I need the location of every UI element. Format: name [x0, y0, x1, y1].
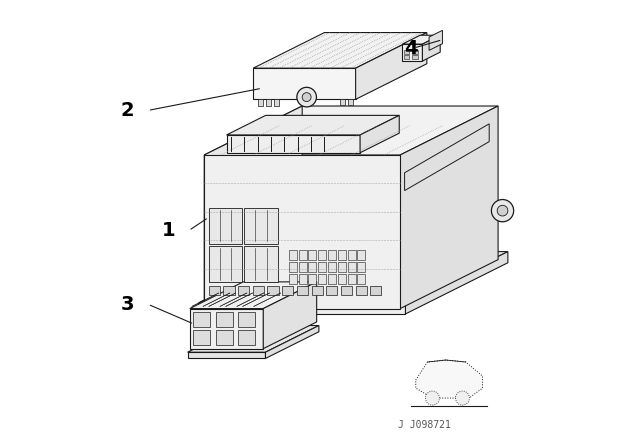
Bar — [193, 312, 211, 327]
Bar — [274, 99, 279, 106]
Bar — [216, 312, 232, 327]
Bar — [244, 208, 278, 244]
Bar — [318, 250, 326, 260]
Bar — [223, 286, 234, 295]
Bar — [318, 274, 326, 284]
Text: 1: 1 — [162, 221, 175, 240]
Polygon shape — [416, 360, 483, 398]
Bar — [244, 246, 278, 282]
Bar — [326, 286, 337, 295]
Bar — [209, 208, 242, 244]
Text: 3: 3 — [121, 295, 134, 314]
Polygon shape — [188, 326, 319, 352]
Bar — [357, 262, 365, 272]
Text: 2: 2 — [121, 101, 134, 120]
Circle shape — [302, 93, 311, 102]
Bar — [297, 286, 308, 295]
Bar — [209, 246, 242, 282]
Bar — [348, 250, 356, 260]
Polygon shape — [356, 33, 427, 99]
Bar — [340, 99, 346, 105]
Bar — [289, 274, 297, 284]
Polygon shape — [253, 33, 427, 68]
Polygon shape — [360, 116, 399, 153]
Bar — [193, 330, 211, 345]
Bar — [357, 250, 365, 260]
Polygon shape — [227, 135, 360, 153]
Polygon shape — [404, 124, 489, 190]
Bar — [268, 286, 278, 295]
Bar — [299, 262, 307, 272]
Bar — [216, 330, 232, 345]
Polygon shape — [403, 44, 422, 61]
Polygon shape — [204, 155, 400, 309]
Bar — [238, 330, 255, 345]
Polygon shape — [263, 282, 317, 349]
Polygon shape — [266, 326, 319, 358]
Bar — [338, 262, 346, 272]
Bar — [348, 262, 356, 272]
Polygon shape — [199, 252, 508, 303]
Bar — [338, 250, 346, 260]
Bar — [308, 250, 316, 260]
Bar — [266, 99, 271, 106]
Bar — [348, 99, 353, 105]
Polygon shape — [204, 106, 302, 309]
Bar — [209, 286, 220, 295]
Bar — [299, 274, 307, 284]
Bar — [289, 262, 297, 272]
Bar — [371, 286, 381, 295]
Bar — [357, 274, 365, 284]
Circle shape — [426, 391, 440, 405]
Bar — [328, 250, 336, 260]
Bar — [312, 286, 323, 295]
Polygon shape — [403, 35, 440, 44]
Circle shape — [456, 391, 470, 405]
Bar — [328, 274, 336, 284]
Bar — [412, 50, 417, 54]
Bar — [338, 274, 346, 284]
Text: J J098721: J J098721 — [398, 420, 451, 430]
Bar — [356, 286, 367, 295]
Bar — [348, 274, 356, 284]
Polygon shape — [190, 309, 263, 349]
Bar — [282, 286, 293, 295]
Bar — [404, 50, 410, 54]
Polygon shape — [188, 352, 266, 358]
Bar — [258, 99, 263, 106]
Bar — [341, 286, 352, 295]
Polygon shape — [406, 252, 508, 314]
Polygon shape — [204, 106, 498, 155]
Polygon shape — [253, 68, 356, 99]
Polygon shape — [227, 116, 399, 135]
Text: 4: 4 — [404, 39, 418, 58]
Polygon shape — [422, 35, 440, 61]
Circle shape — [497, 205, 508, 216]
Bar — [299, 250, 307, 260]
Bar — [308, 274, 316, 284]
Bar — [412, 55, 417, 59]
Bar — [318, 262, 326, 272]
Polygon shape — [199, 303, 406, 314]
Polygon shape — [190, 282, 317, 309]
Bar — [308, 262, 316, 272]
Polygon shape — [400, 106, 498, 309]
Bar — [253, 286, 264, 295]
Bar — [289, 250, 297, 260]
Bar — [404, 55, 410, 59]
Polygon shape — [429, 30, 442, 50]
Circle shape — [297, 87, 316, 107]
Bar — [238, 312, 255, 327]
Circle shape — [492, 199, 514, 222]
Bar — [238, 286, 249, 295]
Polygon shape — [199, 252, 301, 314]
Bar — [328, 262, 336, 272]
